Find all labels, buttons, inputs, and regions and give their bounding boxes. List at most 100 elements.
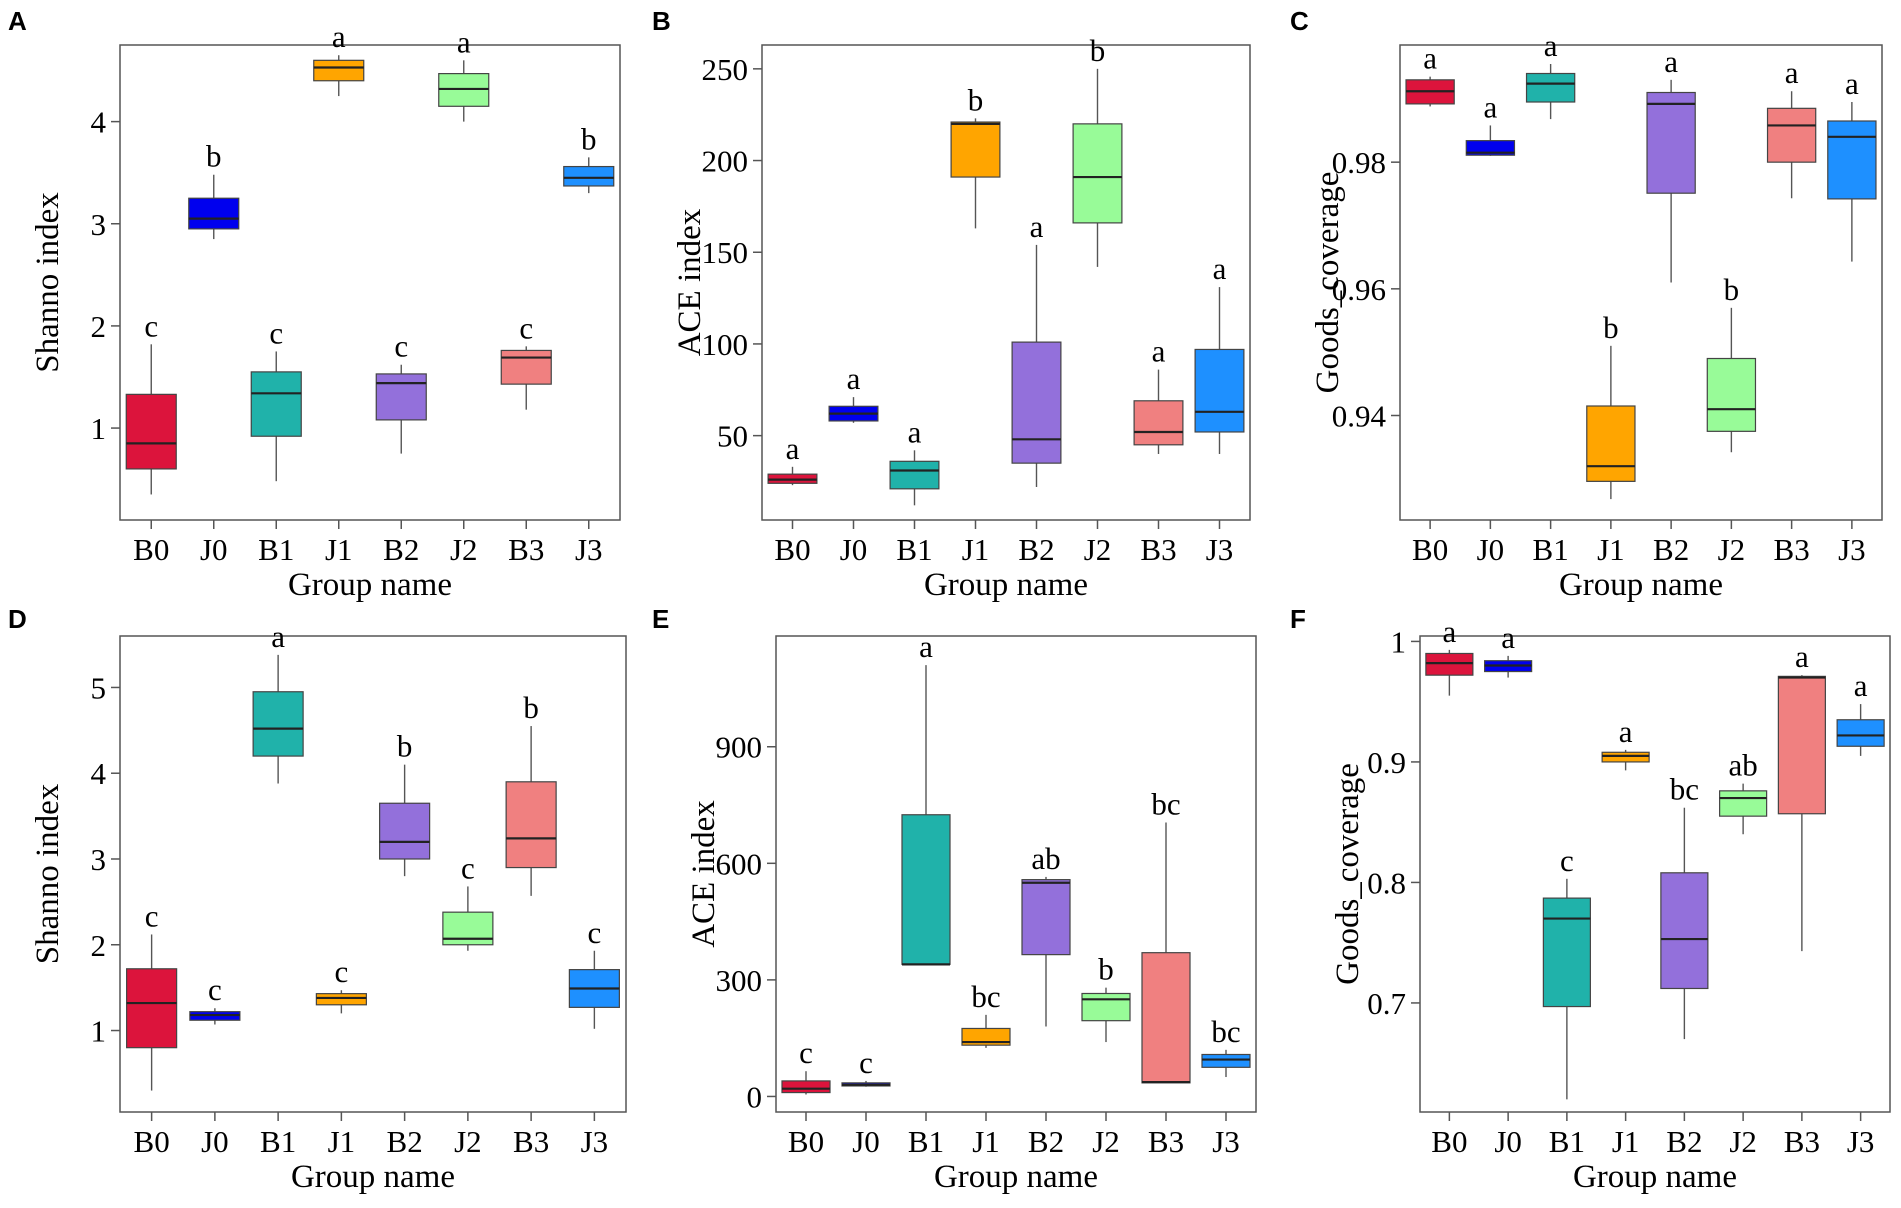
y-tick-label: 2	[91, 928, 107, 963]
x-tick-label: J2	[1729, 1124, 1757, 1159]
significance-label: a	[786, 431, 800, 466]
box-b3: c	[500, 310, 552, 410]
box-b0: a	[1425, 614, 1474, 696]
y-tick-label: 0.7	[1367, 986, 1406, 1021]
significance-label: a	[332, 19, 346, 54]
box-j1: b	[1586, 310, 1636, 500]
box-b1: c	[250, 315, 302, 482]
panel-c: C 0.94 0.96 0.98 a a a b a b a a B0 J0 B1 J1 B2 J2 B3 J3 Gro…	[1290, 6, 1883, 603]
x-tick-label: J1	[325, 532, 353, 567]
significance-label: a	[1664, 44, 1678, 79]
box-j3: bc	[1201, 1014, 1251, 1078]
significance-label: a	[1483, 89, 1497, 124]
y-tick-label: 200	[702, 144, 749, 179]
x-tick-label: J2	[1092, 1124, 1120, 1159]
iqr-box	[901, 814, 951, 965]
y-tick-label: 4	[91, 105, 107, 140]
significance-label: b	[1724, 272, 1740, 307]
x-axis-title: Group name	[1559, 567, 1723, 603]
y-tick-label: 100	[702, 327, 749, 362]
box-j0: b	[188, 139, 240, 240]
significance-label: a	[1795, 639, 1809, 674]
x-tick-label: B1	[1533, 532, 1569, 567]
significance-label: bc	[971, 979, 1000, 1014]
significance-label: c	[587, 915, 601, 950]
iqr-box	[1021, 879, 1071, 956]
x-tick-label: J3	[1838, 532, 1866, 567]
y-tick-label: 0	[747, 1079, 763, 1114]
x-axis-title: Group name	[288, 567, 452, 603]
box-b1: c	[1542, 843, 1591, 1100]
iqr-box	[1719, 790, 1768, 817]
x-tick-label: B2	[383, 532, 419, 567]
plot-frame	[761, 44, 1251, 521]
iqr-box	[563, 165, 615, 187]
box-j0: c	[189, 972, 241, 1025]
box-b3: a	[1766, 55, 1817, 199]
significance-label: a	[1544, 28, 1558, 63]
x-tick-label: B0	[1431, 1124, 1467, 1159]
x-tick-label: B2	[1028, 1124, 1064, 1159]
significance-label: a	[1854, 668, 1868, 703]
x-tick-label: J3	[575, 532, 603, 567]
significance-label: b	[581, 121, 597, 156]
significance-label: a	[1213, 251, 1227, 286]
x-tick-label: B2	[387, 1124, 423, 1159]
iqr-box	[379, 802, 431, 860]
y-axis-title: Shanno index	[30, 192, 66, 373]
y-tick-label: 0.94	[1332, 399, 1387, 434]
y-tick-label: 1	[91, 411, 107, 446]
x-tick-label: J1	[1597, 532, 1625, 567]
significance-label: c	[859, 1045, 873, 1080]
box-j1: a	[313, 19, 365, 97]
box-j3: a	[1836, 668, 1885, 756]
x-tick-label: B2	[1018, 532, 1054, 567]
box-b2: a	[1646, 44, 1696, 283]
box-j3: b	[563, 121, 615, 194]
panel-letter: B	[652, 6, 671, 36]
iqr-box	[125, 393, 177, 470]
x-tick-label: B0	[788, 1124, 824, 1159]
panel-d: D 1 2 3 4 5 c c a c b c b c B0 J0 B1 J1 B2 J2 B3 J3 Group name…	[8, 604, 627, 1195]
iqr-box	[442, 911, 494, 946]
box-b0: c	[125, 308, 177, 495]
iqr-box	[1660, 872, 1709, 990]
significance-label: b	[1098, 952, 1114, 987]
box-b3: b	[505, 690, 557, 896]
x-tick-label: J0	[1477, 532, 1505, 567]
x-tick-label: J3	[1212, 1124, 1240, 1159]
iqr-box	[1836, 719, 1885, 747]
x-tick-label: B1	[896, 532, 932, 567]
box-b0: a	[1405, 41, 1455, 107]
y-tick-label: 2	[91, 309, 107, 344]
box-j0: a	[828, 361, 879, 423]
significance-label: a	[271, 619, 285, 654]
box-j3: a	[1827, 66, 1877, 262]
x-tick-label: J1	[328, 1124, 356, 1159]
significance-label: a	[457, 24, 471, 59]
x-tick-label: B2	[1653, 532, 1689, 567]
box-j2: b	[1081, 952, 1131, 1043]
y-tick-label: 3	[91, 207, 107, 242]
y-tick-label: 300	[716, 963, 763, 998]
y-tick-label: 50	[717, 419, 748, 454]
x-tick-label: J0	[1494, 1124, 1522, 1159]
x-tick-label: J3	[1206, 532, 1234, 567]
x-tick-label: J2	[1718, 532, 1746, 567]
significance-label: c	[208, 972, 222, 1007]
x-tick-label: B0	[134, 1124, 170, 1159]
box-b0: c	[781, 1035, 831, 1095]
box-b2: bc	[1660, 772, 1709, 1040]
panel-letter: D	[8, 604, 27, 634]
y-axis-title: Goods_coverage	[1330, 763, 1366, 985]
x-tick-label: J2	[454, 1124, 482, 1159]
iqr-box	[375, 373, 427, 421]
x-tick-label: B3	[508, 532, 544, 567]
x-tick-label: J3	[1847, 1124, 1875, 1159]
plot-frame	[119, 635, 627, 1113]
x-tick-label: B0	[133, 532, 169, 567]
iqr-box	[315, 993, 367, 1006]
